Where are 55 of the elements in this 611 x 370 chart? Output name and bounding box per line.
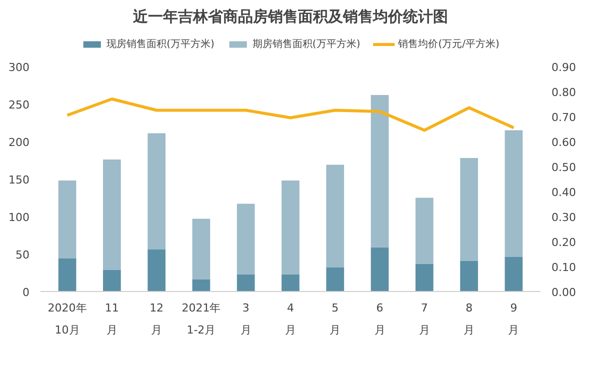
y2-tick-label: 0.10: [552, 261, 576, 274]
category-label: 4 月: [285, 302, 296, 336]
category-label: 7 月: [418, 302, 430, 336]
bar: [416, 198, 434, 264]
y-tick-label: 50: [16, 248, 30, 262]
legend-label: 现房销售面积(万平方米): [106, 38, 214, 51]
bar: [416, 264, 434, 292]
legend-label: 销售均价(万元/平方米): [398, 38, 500, 51]
bar: [103, 270, 121, 292]
bar: [370, 95, 389, 248]
category-label: 12 月: [150, 302, 164, 336]
category-label: 2021年 1-2月: [182, 302, 221, 336]
bar: [460, 260, 478, 292]
category-label: 5 月: [330, 302, 341, 336]
bar: [282, 274, 300, 292]
bar: [504, 130, 523, 257]
y2-tick-label: 0.30: [552, 211, 576, 224]
y2-tick-label: 0.40: [552, 186, 576, 199]
category-label: 3 月: [240, 302, 252, 336]
line-series: [66, 98, 516, 132]
y2-tick-label: 0.00: [552, 286, 576, 299]
category-label: 6 月: [374, 302, 386, 336]
bar: [58, 180, 76, 258]
bar: [148, 133, 166, 250]
y2-tick-label: 0.90: [552, 61, 576, 74]
bar: [236, 274, 255, 292]
bar: [326, 164, 344, 268]
bar: [148, 250, 166, 292]
y2-tick-label: 0.20: [552, 236, 576, 249]
bar: [58, 258, 76, 292]
y2-tick-label: 0.50: [552, 161, 576, 174]
bar: [103, 160, 121, 270]
y-tick-label: 250: [8, 98, 30, 112]
bar: [282, 180, 300, 274]
bar: [192, 280, 210, 292]
legend-label: 期房销售面积(万平方米): [252, 38, 360, 51]
y-tick-label: 150: [8, 174, 30, 186]
y-tick-label: 200: [8, 136, 30, 149]
bar: [236, 204, 255, 274]
category-label: 2020年 10月: [48, 302, 87, 336]
category-label: 11 月: [104, 302, 119, 336]
bar: [460, 158, 478, 261]
bar: [326, 268, 344, 292]
category-label: 8 月: [464, 302, 475, 336]
y-tick-label: 300: [8, 61, 30, 74]
category-label: 9 月: [508, 302, 520, 336]
y2-tick-label: 0.60: [552, 136, 576, 149]
y-tick-label: 0: [22, 286, 30, 299]
chart-title: 近一年吉林省商品房销售面积及销售均价统计图: [132, 8, 448, 26]
bar: [370, 247, 389, 292]
y2-tick-label: 0.70: [552, 111, 576, 124]
bar: [192, 218, 210, 280]
bar: [504, 257, 523, 292]
y-tick-label: 100: [8, 211, 30, 224]
y2-tick-label: 0.80: [552, 86, 576, 99]
